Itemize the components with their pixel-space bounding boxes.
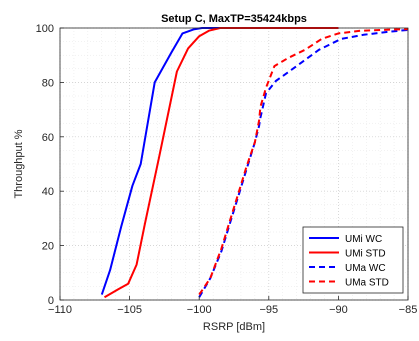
- y-tick-label: 80: [42, 77, 54, 89]
- series-line-uma-wc: [198, 28, 409, 298]
- chart-title: Setup C, MaxTP=35424kbps: [161, 13, 307, 25]
- legend: UMi WC UMi STD UMa WC UMa STD: [302, 226, 404, 294]
- y-tick-label: 60: [42, 132, 54, 144]
- y-axis-label: Throughput %: [13, 129, 25, 198]
- x-tick-label: −100: [187, 304, 212, 316]
- x-tick-label: −105: [117, 304, 142, 316]
- y-tick-label: 20: [42, 241, 54, 253]
- y-tick-label: 0: [48, 295, 54, 307]
- series-line-uma-std: [198, 28, 409, 296]
- y-tick-label: 40: [42, 186, 54, 198]
- axis-ticks: −110 −105 −100 −95 −90 −85 0 20 40 60 80 100: [36, 23, 418, 316]
- plot-border: [59, 27, 409, 301]
- legend-entry-label: UMa WC: [345, 263, 386, 274]
- legend-entry-label: UMi WC: [345, 234, 382, 245]
- x-tick-label: −85: [399, 304, 418, 316]
- legend-entry-label: UMa STD: [345, 278, 389, 289]
- x-tick-label: −90: [329, 304, 348, 316]
- x-axis-label: RSRP [dBm]: [203, 321, 265, 333]
- y-tick-label: 100: [36, 23, 54, 35]
- x-tick-label: −110: [48, 304, 72, 316]
- x-tick-label: −95: [259, 304, 278, 316]
- legend-entry-label: UMi STD: [345, 249, 386, 260]
